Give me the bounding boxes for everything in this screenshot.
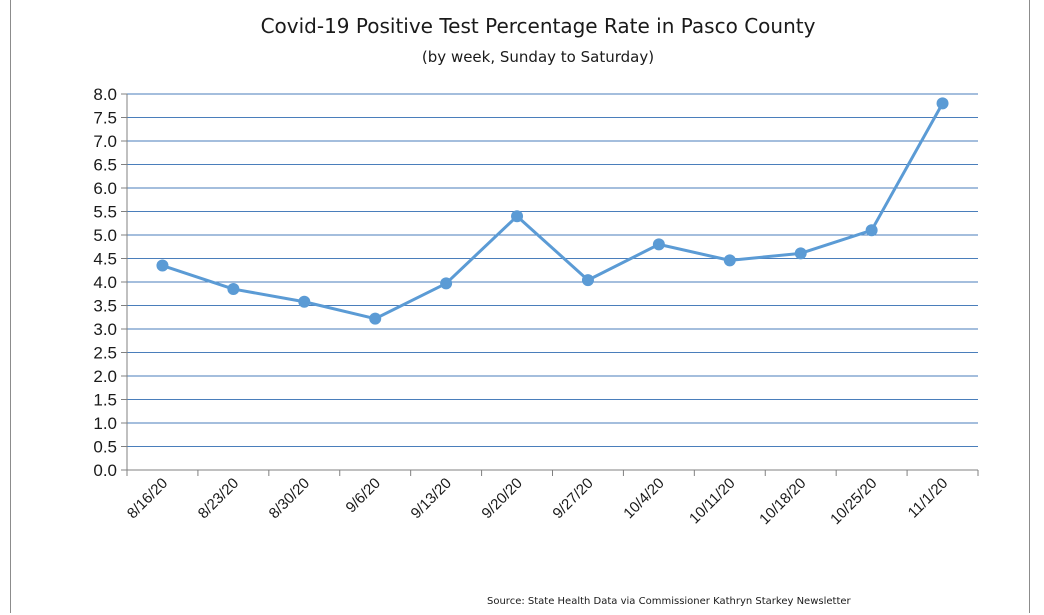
- y-tick-label: 6.5: [93, 156, 117, 175]
- x-tick-label: 9/27/20: [549, 475, 596, 522]
- series-line: [161, 102, 944, 321]
- data-point: [511, 210, 524, 223]
- chart-frame: [10, 0, 1030, 613]
- y-tick-label: 2.0: [93, 367, 117, 386]
- data-point: [298, 295, 311, 308]
- data-point: [581, 274, 594, 287]
- y-tick-label: 6.0: [93, 179, 117, 198]
- y-tick-label: 7.0: [93, 132, 117, 151]
- y-tick-label: 5.5: [93, 203, 117, 222]
- x-tick-label: 9/6/20: [343, 475, 385, 517]
- data-point: [156, 259, 169, 272]
- data-point: [440, 277, 453, 290]
- y-tick-label: 8.0: [93, 85, 117, 104]
- y-tick-label: 2.5: [93, 344, 117, 363]
- x-tick-label: 10/18/20: [756, 475, 809, 528]
- x-tick-label: 9/20/20: [478, 475, 525, 522]
- x-tick-label: 10/4/20: [620, 475, 667, 522]
- y-tick-label: 3.0: [93, 320, 117, 339]
- data-point: [652, 238, 665, 251]
- x-tick-label: 8/16/20: [124, 475, 171, 522]
- y-tick-label: 0.5: [93, 438, 117, 457]
- series-positive-rate: [156, 97, 949, 325]
- y-tick-label: 0.0: [93, 461, 117, 480]
- y-tick-label: 4.0: [93, 273, 117, 292]
- x-tick-label: 10/11/20: [686, 475, 739, 528]
- x-tick-label: 10/25/20: [827, 475, 880, 528]
- x-tick-label: 8/30/20: [266, 475, 313, 522]
- x-tick-label: 9/13/20: [408, 475, 455, 522]
- data-point: [227, 283, 240, 296]
- y-tick-label: 1.5: [93, 391, 117, 410]
- x-axis: 8/16/20 8/23/20 8/30/20 9/6/20 9/13/20 9/20/2…: [124, 469, 979, 528]
- source-note: Source: State Health Data via Commission…: [487, 596, 851, 607]
- y-tick-label: 3.5: [93, 297, 117, 316]
- y-axis: 0.0 0.5 1.0 1.5 2.0 2.5 3.0 3.5 4.0 4.5 5.0 5.5 6.0 6…: [93, 85, 128, 480]
- chart-title: Covid-19 Positive Test Percentage Rate i…: [260, 14, 816, 38]
- data-point: [936, 97, 949, 110]
- data-point: [794, 247, 807, 260]
- data-point: [723, 254, 736, 267]
- y-tick-label: 7.5: [93, 109, 117, 128]
- y-tick-label: 4.5: [93, 250, 117, 269]
- data-point: [865, 224, 878, 237]
- chart-subtitle: (by week, Sunday to Saturday): [421, 48, 655, 66]
- gridlines: [127, 93, 978, 471]
- y-tick-label: 5.0: [93, 226, 117, 245]
- y-tick-label: 1.0: [93, 414, 117, 433]
- x-tick-label: 11/1/20: [905, 475, 952, 522]
- data-point: [369, 312, 382, 325]
- x-tick-label: 8/23/20: [195, 475, 242, 522]
